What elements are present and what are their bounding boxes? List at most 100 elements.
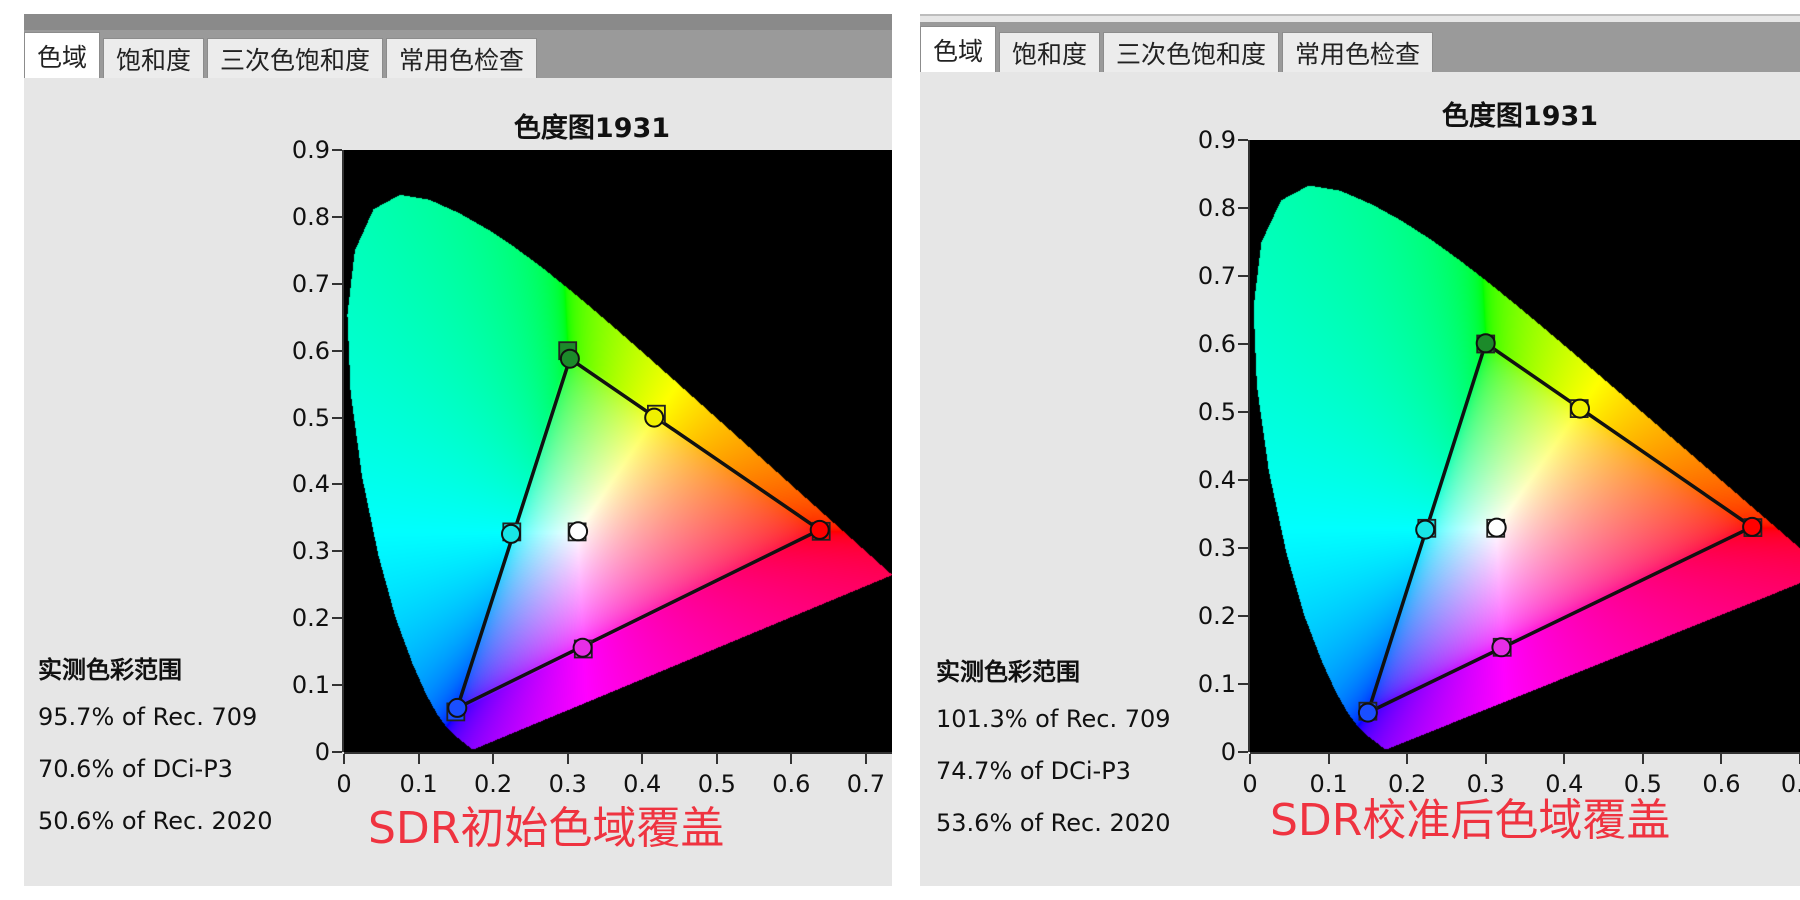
gamut-overlay [446,341,831,722]
y-tick-mark [332,149,342,151]
measured-marker-red [809,519,830,540]
y-tick-label: 0.5 [291,403,330,432]
x-tick-mark [864,754,867,764]
x-tick-mark [417,754,420,764]
y-tick-label: 0.1 [291,671,330,700]
x-tick-label: 0.3 [1466,770,1505,798]
y-tick-label: 0.5 [1197,398,1236,426]
y-tick-label: 0.1 [1197,670,1236,698]
y-tick-label: 0.3 [1197,534,1236,562]
coverage-dcip3: 70.6% of DCi-P3 [38,755,233,783]
caption: SDR初始色域覆盖 [368,803,725,854]
y-tick-label: 0.2 [291,604,330,633]
x-tick-mark [1249,754,1251,764]
measured-marker-red [1742,516,1763,537]
measured-marker-magenta [1491,637,1512,658]
measured-marker-white [1486,517,1507,538]
title-bar [920,14,1800,16]
x-tick-label: 0.5 [1623,770,1662,798]
tab-strip: 色域 饱和度 三次色饱和度 常用色检查 [24,30,892,78]
coverage-rec709: 95.7% of Rec. 709 [38,703,258,731]
tab-strip: 色域 饱和度 三次色饱和度 常用色检查 [920,22,1800,72]
y-tick-label: 0.6 [291,336,330,365]
x-axis-line [1250,752,1800,754]
x-tick-label: 0.7 [1780,770,1800,798]
y-tick-mark [1238,411,1248,413]
tab-tertiary-saturation[interactable]: 三次色饱和度 [1103,32,1280,72]
x-tick-mark [566,754,569,764]
y-tick-mark [332,550,342,553]
coverage-dcip3: 74.7% of DCi-P3 [936,757,1131,785]
x-axis-line [344,752,892,754]
measured-marker-blue [1357,702,1378,723]
caption: SDR校准后色域覆盖 [1270,795,1671,846]
chromaticity-chart: 色度图1931 0 0.1 0.2 0.3 0.4 0.5 0.6 0.7 0.8 0.9 0 0.1… [920,72,1800,798]
x-tick-label: 0.4 [1545,770,1584,798]
tab-saturation[interactable]: 饱和度 [999,32,1101,72]
x-tick-label: 0.6 [772,770,811,798]
x-tick-mark [1641,754,1644,764]
chart-title: 色度图1931 [513,113,671,144]
tab-common-color-check[interactable]: 常用色检查 [386,38,538,78]
y-tick-label: 0.8 [1197,194,1236,222]
tab-common-color-check[interactable]: 常用色检查 [1282,32,1434,72]
y-tick-mark [332,617,342,620]
measured-marker-white [568,521,589,542]
x-tick-mark [790,754,793,764]
title-bar [24,14,892,30]
tab-tertiary-saturation[interactable]: 三次色饱和度 [207,38,384,78]
coverage-rec2020: 53.6% of Rec. 2020 [936,809,1171,837]
x-tick-mark [1720,754,1723,764]
x-tick-label: 0.7 [846,770,885,798]
x-tick-label: 0.1 [399,770,438,798]
y-axis-line [1248,140,1250,752]
coverage-rec2020: 50.6% of Rec. 2020 [38,807,273,835]
x-tick-mark [1406,754,1409,764]
tab-gamut[interactable]: 色域 [920,26,997,72]
y-tick-label: 0.7 [291,269,330,298]
measured-marker-green [1475,333,1496,354]
y-axis-line [342,150,344,752]
x-tick-mark [715,754,718,764]
x-tick-label: 0.3 [548,770,587,798]
gamut-panel-left: 色域 饱和度 三次色饱和度 常用色检查 色度图1931 0 0.1 0.2 0.3 0.… [24,14,892,886]
y-tick-mark [332,751,342,753]
x-tick-label: 0.1 [1309,770,1348,798]
y-tick-mark [1238,615,1248,617]
coverage-heading: 实测色彩范围 [936,658,1080,686]
y-tick-mark [1238,547,1248,549]
y-tick-label: 0.2 [1197,602,1236,630]
y-tick-mark [1238,479,1248,481]
coverage-rec709: 101.3% of Rec. 709 [936,705,1171,733]
measured-marker-yellow [1570,398,1590,419]
x-tick-mark [1327,754,1330,764]
y-tick-mark [332,483,342,486]
cie-horseshoe [1250,140,1800,752]
plot-area [344,150,892,752]
y-tick-mark [1238,275,1248,277]
y-tick-mark [1238,207,1248,209]
plot-area [1250,140,1800,752]
y-tick-mark [332,349,342,352]
y-tick-label: 0 [314,738,330,766]
y-tick-label: 0.3 [291,537,330,566]
y-tick-label: 0.6 [1197,330,1236,358]
x-tick-mark [492,754,495,764]
y-tick-mark [1238,683,1248,685]
y-tick-label: 0.4 [1197,466,1236,494]
x-tick-mark [1484,754,1487,764]
y-tick-mark [332,684,342,687]
y-tick-label: 0 [1220,738,1236,766]
tab-gamut[interactable]: 色域 [24,32,101,78]
y-tick-label: 0.9 [291,136,330,164]
y-tick-label: 0.4 [291,470,330,499]
measured-marker-magenta [572,637,593,658]
x-tick-label: 0.2 [1388,770,1427,798]
x-tick-label: 0.5 [697,770,736,798]
y-tick-mark [1238,343,1248,345]
y-tick-label: 0.9 [1197,126,1236,154]
x-tick-label: 0 [336,770,352,798]
x-tick-mark [641,754,644,764]
x-tick-label: 0.2 [474,770,513,798]
tab-saturation[interactable]: 饱和度 [103,38,205,78]
